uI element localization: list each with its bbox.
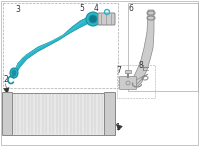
Bar bbox=[125, 70, 131, 73]
Ellipse shape bbox=[10, 68, 18, 78]
Circle shape bbox=[86, 12, 100, 26]
Bar bbox=[128, 3, 198, 91]
Text: 4: 4 bbox=[94, 4, 98, 12]
Text: 1: 1 bbox=[116, 122, 120, 132]
Text: 6: 6 bbox=[129, 4, 133, 12]
Polygon shape bbox=[14, 16, 95, 74]
FancyBboxPatch shape bbox=[2, 92, 12, 136]
FancyBboxPatch shape bbox=[104, 92, 116, 136]
Circle shape bbox=[89, 15, 97, 23]
Polygon shape bbox=[132, 10, 154, 86]
Bar bbox=[117, 65, 155, 98]
Text: 3: 3 bbox=[16, 5, 20, 14]
Bar bbox=[3, 3, 118, 88]
Ellipse shape bbox=[12, 70, 16, 76]
Bar bbox=[3, 93, 115, 135]
Text: 2: 2 bbox=[3, 75, 8, 83]
FancyBboxPatch shape bbox=[120, 76, 136, 90]
Text: 8: 8 bbox=[139, 61, 143, 70]
Text: 5: 5 bbox=[80, 4, 84, 12]
FancyBboxPatch shape bbox=[98, 13, 115, 25]
Text: 7: 7 bbox=[117, 66, 121, 75]
